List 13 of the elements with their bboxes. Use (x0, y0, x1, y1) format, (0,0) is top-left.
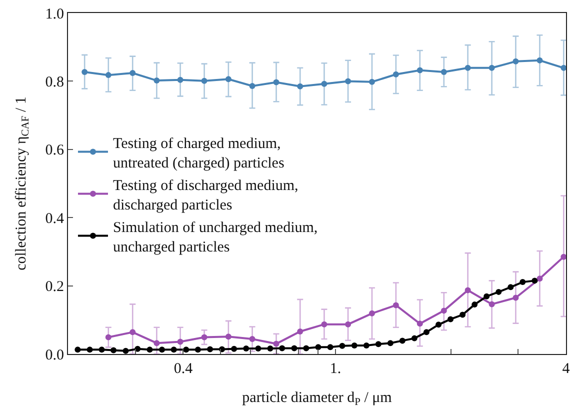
legend-label: Simulation of uncharged medium, uncharged particles (112, 220, 318, 256)
y-tick-label: 0.4 (45, 210, 64, 227)
x-tick-label: 0.4 (174, 361, 194, 377)
y-tick-label: 0.0 (45, 347, 64, 364)
y-tick-label: 0.6 (45, 142, 64, 159)
y-tick-label: 1.0 (45, 6, 64, 22)
y-tick-label: 0.2 (45, 279, 64, 296)
legend-label: Testing of discharged medium, discharged particles (112, 178, 298, 214)
y-tick-label: 0.8 (45, 74, 64, 90)
legend-label: Testing of charged medium, untreated (charged) particles (112, 136, 284, 172)
x-axis-title: particle diameter d$_{P}$ / μm (242, 390, 392, 408)
x-tick-label: 1. (330, 361, 342, 377)
x-tick-label: 4 (562, 361, 570, 377)
